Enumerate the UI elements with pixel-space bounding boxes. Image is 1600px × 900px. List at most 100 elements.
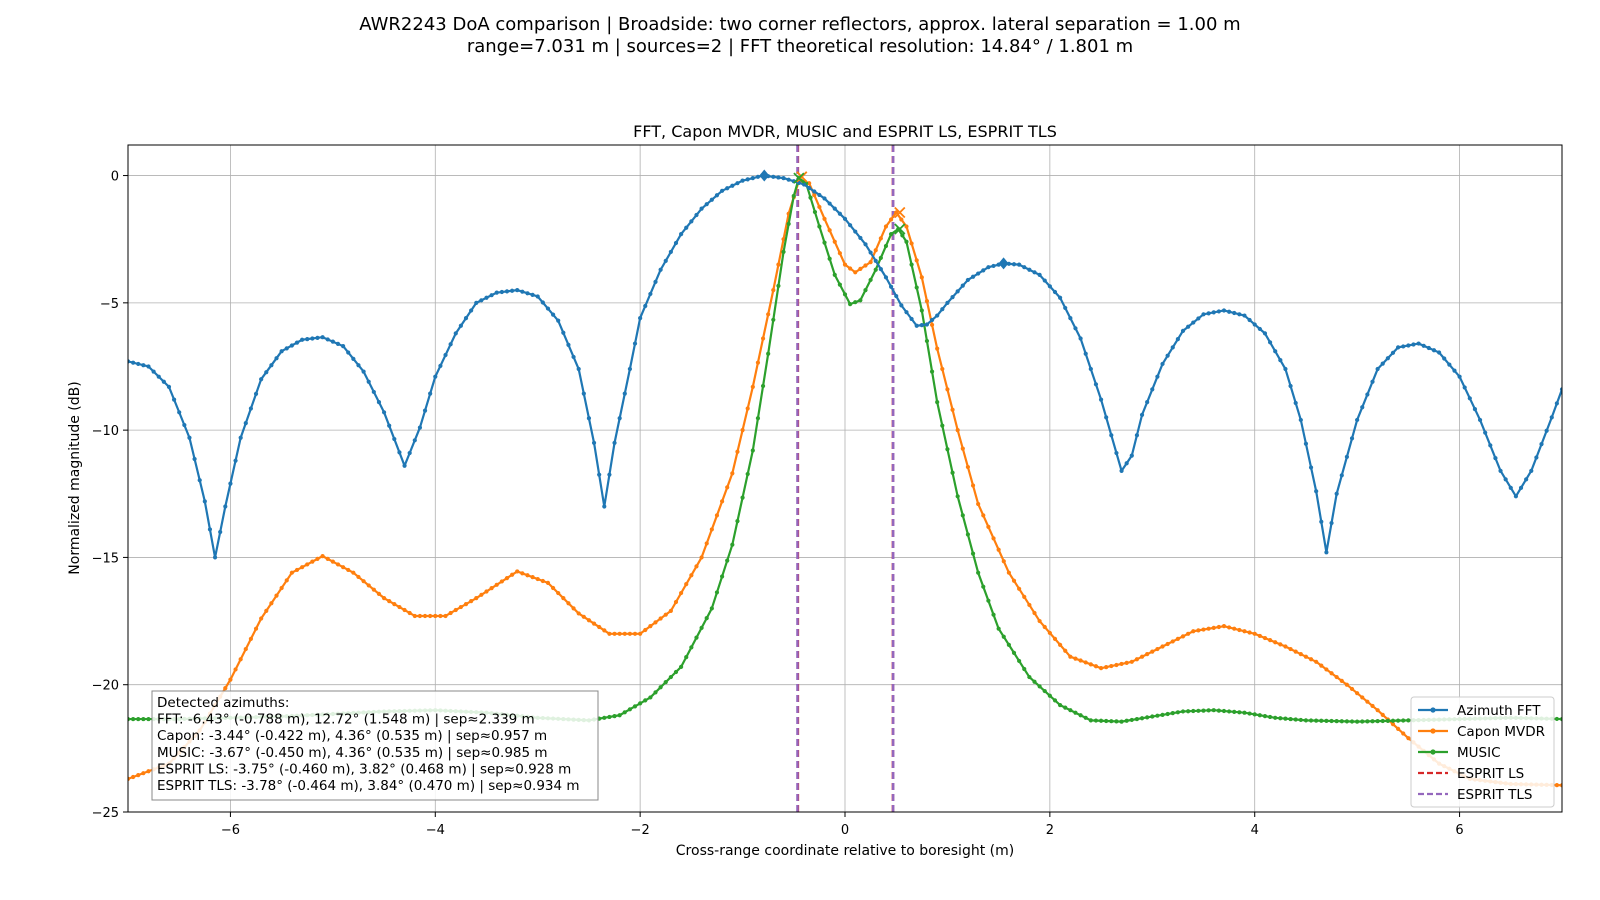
data-point (812, 189, 817, 194)
data-point (161, 379, 166, 384)
data-point (1498, 468, 1503, 473)
data-point (1406, 343, 1411, 348)
data-point (1001, 559, 1006, 564)
data-point (1227, 709, 1232, 714)
data-point (848, 266, 853, 271)
data-point (1273, 349, 1278, 354)
data-point (1283, 716, 1288, 721)
data-point (489, 586, 494, 591)
x-tick-label: 6 (1455, 823, 1463, 838)
data-point (658, 685, 663, 690)
data-point (883, 243, 889, 249)
data-point (151, 369, 156, 374)
data-point (822, 196, 827, 201)
data-point (1093, 664, 1099, 669)
data-point (381, 410, 387, 415)
data-point (679, 590, 684, 596)
data-point (269, 601, 274, 606)
data-point (627, 707, 633, 712)
data-point (131, 774, 136, 780)
data-point (760, 336, 766, 341)
data-point (914, 285, 919, 290)
data-point (935, 400, 940, 405)
data-point (479, 592, 484, 597)
data-point (1093, 382, 1099, 387)
data-point (1058, 702, 1063, 708)
data-point (1037, 272, 1042, 277)
data-point (1421, 343, 1426, 348)
data-point (561, 596, 566, 601)
data-point (1206, 626, 1211, 631)
data-point (638, 701, 643, 706)
data-point (1145, 400, 1150, 405)
data-point (643, 698, 648, 703)
data-point (1196, 316, 1201, 321)
data-point (597, 624, 602, 630)
data-point (719, 499, 725, 504)
data-point (781, 249, 786, 255)
data-point (1339, 719, 1344, 724)
data-point (356, 574, 361, 580)
data-point (248, 406, 254, 411)
data-point (300, 337, 305, 342)
data-point (771, 317, 776, 322)
data-point (417, 425, 423, 430)
data-point (1011, 650, 1017, 655)
data-point (1360, 719, 1365, 724)
data-point (458, 323, 463, 328)
data-point (402, 607, 407, 613)
data-point (1390, 350, 1396, 355)
peak-marker (998, 257, 1009, 270)
data-point (1273, 715, 1278, 720)
data-point (914, 323, 919, 328)
data-point (1027, 674, 1032, 680)
data-point (1073, 656, 1078, 661)
data-point (1078, 336, 1083, 341)
legend-item: Azimuth FFT (1418, 703, 1541, 719)
data-point (1237, 627, 1242, 633)
data-point (1063, 305, 1068, 311)
data-point (335, 562, 341, 567)
data-point (1098, 718, 1104, 723)
data-point (417, 613, 423, 619)
data-point (714, 590, 720, 595)
data-point (479, 298, 484, 303)
data-point (1283, 366, 1288, 372)
data-point (1283, 644, 1288, 649)
data-point (128, 776, 131, 781)
data-point (1017, 658, 1022, 664)
data-point (366, 583, 371, 588)
data-point (1150, 387, 1155, 392)
data-point (653, 620, 658, 625)
data-point (1109, 433, 1114, 438)
data-point (1032, 270, 1037, 275)
data-point (1293, 649, 1298, 654)
data-point (1032, 679, 1037, 684)
y-tick-label: −5 (100, 297, 119, 312)
data-point (853, 270, 858, 275)
data-point (1314, 489, 1319, 494)
data-point (264, 608, 269, 613)
data-point (438, 613, 443, 619)
data-point (1375, 366, 1380, 372)
data-point (725, 485, 730, 490)
data-point (1252, 631, 1257, 636)
data-point (848, 223, 853, 228)
data-point (1227, 309, 1232, 314)
data-point (192, 456, 197, 462)
data-point (1042, 624, 1047, 630)
data-point (970, 274, 976, 279)
data-point (673, 240, 679, 246)
data-point (371, 587, 376, 592)
data-point (412, 613, 417, 619)
data-point (1365, 699, 1370, 704)
data-point (1216, 708, 1221, 713)
data-point (1314, 659, 1319, 664)
data-point (1406, 718, 1411, 723)
data-point (837, 251, 842, 256)
data-point (289, 570, 294, 575)
data-point (1242, 710, 1247, 715)
data-point (807, 181, 812, 186)
data-point (218, 529, 223, 535)
data-point (730, 542, 735, 547)
